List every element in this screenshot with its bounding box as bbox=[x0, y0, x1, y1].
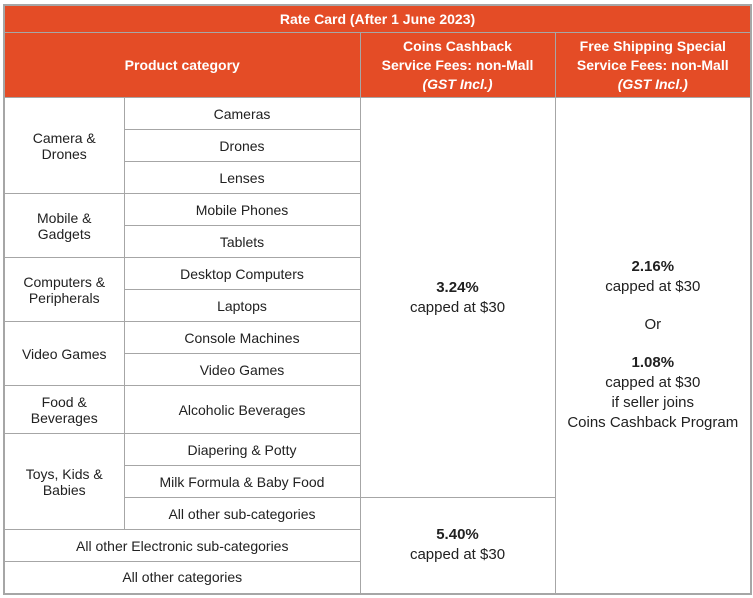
column-header-free-shipping: Free Shipping Special Service Fees: non-… bbox=[554, 32, 752, 98]
table-row: All other categories bbox=[3, 561, 751, 594]
coins-cashback-header-line2: Service Fees: non-Mall bbox=[381, 56, 534, 73]
free-shipping-option2-cap: capped at $30 bbox=[605, 374, 701, 392]
subcategory-cell-lenses: Lenses bbox=[123, 161, 361, 194]
table-row: Lenses bbox=[4, 161, 751, 194]
free-shipping-header-line2: Service Fees: non-Mall bbox=[576, 56, 729, 73]
coins-cashback-bottom-rate: 5.40% bbox=[436, 526, 479, 544]
table-row: Video Games Console Machines bbox=[3, 321, 751, 386]
column-header-product-category: Product category bbox=[3, 32, 361, 98]
free-shipping-option2-condition2: Coins Cashback Program bbox=[567, 414, 739, 432]
title-row: Rate Card (After 1 June 2023) bbox=[3, 4, 752, 33]
subcategory-cell-cameras: Cameras bbox=[123, 97, 361, 130]
subcategory-cell-laptops: Laptops bbox=[123, 289, 361, 322]
table-title: Rate Card (After 1 June 2023) bbox=[3, 4, 752, 33]
subcategory-cell-milk-formula-baby-food: Milk Formula & Baby Food bbox=[123, 465, 361, 498]
group-cell-computers-peripherals: Computers & Peripherals bbox=[3, 257, 125, 322]
free-shipping-option1-rate: 2.16% bbox=[631, 258, 675, 276]
subcategory-cell-drones: Drones bbox=[123, 129, 361, 162]
free-shipping-option2-rate: 1.08% bbox=[631, 354, 675, 372]
subcategory-cell-mobile-phones: Mobile Phones bbox=[123, 193, 361, 226]
table-row: Drones bbox=[4, 129, 751, 162]
free-shipping-option2-condition1: if seller joins bbox=[611, 394, 695, 412]
subcategory-cell-diapering-potty: Diapering & Potty bbox=[123, 433, 361, 466]
coins-cashback-bottom-cap: capped at $30 bbox=[409, 546, 506, 564]
subcategory-cell-video-games: Video Games bbox=[123, 353, 361, 386]
table-row: All other Electronic sub-categories bbox=[3, 529, 751, 562]
coins-cashback-top-cap: capped at $30 bbox=[409, 298, 506, 316]
free-shipping-header-line1: Free Shipping Special bbox=[579, 37, 726, 54]
subcategory-cell-desktop-computers: Desktop Computers bbox=[123, 257, 361, 290]
table-row: Laptops bbox=[4, 289, 751, 322]
group-cell-camera-drones: Camera & Drones bbox=[3, 97, 125, 194]
table-row: Computers & Peripherals Desktop Computer… bbox=[3, 257, 751, 322]
header-row: Product category Coins Cashback Service … bbox=[3, 32, 752, 98]
coins-cashback-header-gst: (GST Incl.) bbox=[422, 75, 493, 92]
table-row: Camera & Drones Cameras 3.24% capped at … bbox=[3, 97, 752, 594]
coins-cashback-top-rate: 3.24% bbox=[436, 278, 479, 296]
table-row: All other sub-categories 5.40% capped at… bbox=[4, 497, 751, 594]
subcategory-cell-all-other-sub-categories: All other sub-categories bbox=[123, 497, 361, 530]
subcategory-cell-tablets: Tablets bbox=[123, 225, 361, 258]
category-cell-all-other-categories: All other categories bbox=[3, 561, 361, 594]
free-shipping-or: Or bbox=[644, 316, 662, 334]
group-cell-toys-kids-babies: Toys, Kids & Babies bbox=[3, 433, 125, 530]
fee-cell-coins-cashback-top: 3.24% capped at $30 bbox=[359, 97, 556, 498]
column-header-coins-cashback: Coins Cashback Service Fees: non-Mall (G… bbox=[359, 32, 556, 98]
free-shipping-header-gst: (GST Incl.) bbox=[617, 75, 688, 92]
subcategory-cell-alcoholic-beverages: Alcoholic Beverages bbox=[123, 385, 361, 434]
coins-cashback-header-line1: Coins Cashback bbox=[403, 37, 512, 54]
subcategory-cell-console-machines: Console Machines bbox=[123, 321, 361, 354]
group-cell-mobile-gadgets: Mobile & Gadgets bbox=[3, 193, 125, 258]
rate-card-table: Rate Card (After 1 June 2023) Product ca… bbox=[3, 4, 753, 595]
group-cell-video-games: Video Games bbox=[3, 321, 125, 386]
free-shipping-option1-cap: capped at $30 bbox=[605, 278, 701, 296]
fee-cell-free-shipping: 2.16% capped at $30 Or 1.08% capped at $… bbox=[554, 97, 752, 594]
category-cell-all-other-electronic-sub-categories: All other Electronic sub-categories bbox=[3, 529, 361, 562]
group-cell-food-beverages: Food & Beverages bbox=[3, 385, 125, 434]
fee-cell-coins-cashback-bottom: 5.40% capped at $30 bbox=[359, 497, 556, 594]
